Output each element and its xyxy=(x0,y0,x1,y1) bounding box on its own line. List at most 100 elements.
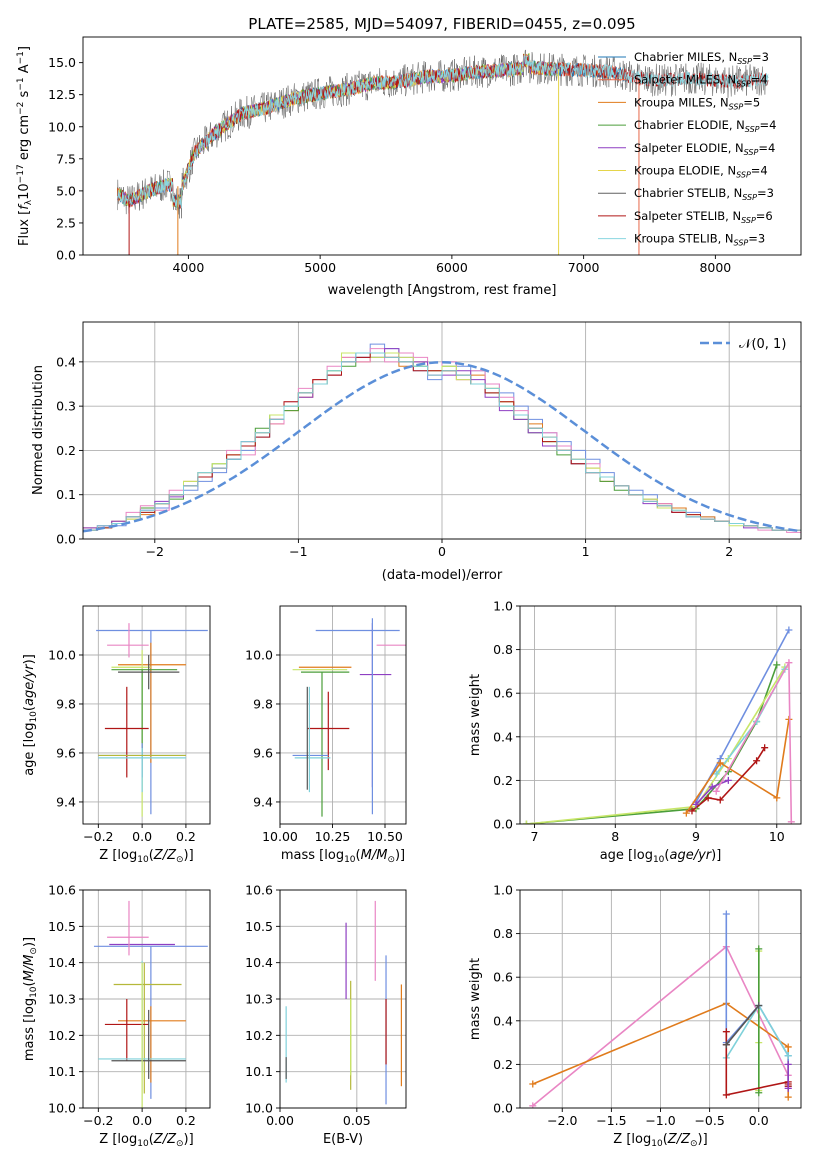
x-tick-label: 6000 xyxy=(436,260,468,275)
legend-label: Kroupa ELODIE, NSSP=4 xyxy=(634,164,768,180)
y-tick-label: 0.2 xyxy=(493,773,513,788)
legend-sub: SSP xyxy=(734,239,749,248)
weight-lines xyxy=(529,910,792,1108)
label-part: −1 xyxy=(16,77,26,90)
label-part: ( xyxy=(356,848,361,863)
x-tick-label: 0.2 xyxy=(176,829,196,844)
label-part: )] xyxy=(22,937,37,947)
y-tick-label: 10.0 xyxy=(245,647,273,662)
label-part: 10 xyxy=(137,855,149,865)
label-part: mass [ xyxy=(281,848,324,863)
x-axis-label: Z [log10(Z/Z⊙)] xyxy=(613,1132,707,1149)
x-axis-label: (data-model)/error xyxy=(382,568,503,583)
axes-frame xyxy=(519,605,802,825)
legend-label: Salpeter STELIB, NSSP=6 xyxy=(634,209,773,225)
label-part: M xyxy=(376,848,387,863)
legend-value: =6 xyxy=(756,209,773,223)
legend-text: Kroupa ELODIE, N xyxy=(634,164,736,178)
y-tick-label: 0.0 xyxy=(493,817,513,832)
x-tick-label: 5000 xyxy=(304,260,336,275)
histograms xyxy=(83,343,801,539)
y-tick-label: 12.5 xyxy=(48,87,76,102)
label-part: 10 xyxy=(29,711,39,723)
label-part: Flux [ xyxy=(17,210,32,246)
weight-marker xyxy=(755,1002,763,1010)
label-part: ⊙ xyxy=(29,947,39,955)
label-part: / xyxy=(162,848,169,863)
legend-label: Salpeter ELODIE, NSSP=4 xyxy=(634,141,775,157)
weight-marker xyxy=(722,1028,730,1036)
label-part: Z xyxy=(166,1132,177,1147)
label-part: Z [ xyxy=(613,1132,631,1147)
residuals-panel: −2 −1 0 1 2 0.0 0.1 0.2 0.3 0.4 𝒩(0, 1) (data-model… xyxy=(31,321,802,583)
weight-marker xyxy=(722,1041,730,1049)
x-tick-label: −0.5 xyxy=(694,1113,724,1128)
legend-label: 𝒩(0, 1) xyxy=(739,337,786,352)
legend-label: Chabrier ELODIE, NSSP=4 xyxy=(634,118,776,134)
y-tick-label: 9.4 xyxy=(56,794,76,809)
weight-marker xyxy=(784,1043,792,1051)
legend-sub: SSP xyxy=(737,57,752,66)
x-axis-label: mass [log10(M/M⊙)] xyxy=(281,848,405,865)
y-tick-label: 0.4 xyxy=(56,354,76,369)
weight-marker xyxy=(784,1093,792,1101)
label-part: M xyxy=(22,970,37,981)
y-tick-label: 10.1 xyxy=(48,1064,76,1079)
label-part: A xyxy=(17,64,32,77)
error-crosses xyxy=(96,623,208,817)
legend-label: Chabrier STELIB, NSSP=3 xyxy=(634,186,774,202)
label-part: ( xyxy=(663,1132,668,1147)
x-tick-label: 8 xyxy=(611,829,619,844)
massweight-vs-Z-panel: −2.0 −1.5 −1.0 −0.5 0.0 0.0 0.2 0.4 0.6 0.8 1.0 Z [… xyxy=(468,883,802,1149)
y-tick-label: 9.8 xyxy=(56,696,76,711)
weight-marker xyxy=(784,1052,792,1060)
legend-label: Kroupa MILES, NSSP=5 xyxy=(634,95,760,111)
x-tick-label: −2 xyxy=(146,544,164,559)
legend-sub: SSP xyxy=(745,125,760,134)
legend-text: Kroupa STELIB, N xyxy=(634,232,734,246)
y-axis-label: mass weight xyxy=(468,958,483,1040)
weight-marker xyxy=(784,1060,792,1068)
y-tick-label: 10.0 xyxy=(48,1101,76,1116)
label-part: M xyxy=(361,848,372,863)
label-part: −1 xyxy=(16,51,26,64)
weight-marker xyxy=(708,783,716,791)
legend-value: =4 xyxy=(758,141,775,155)
legend-text: Chabrier ELODIE, N xyxy=(634,118,745,132)
axes-frame xyxy=(279,605,407,825)
label-part: ⊙ xyxy=(176,855,184,865)
y-tick-label: 10.6 xyxy=(245,883,273,898)
y-tick-label: 10.5 xyxy=(48,919,76,934)
legend-value: =5 xyxy=(743,95,760,109)
y-tick-label: 10.2 xyxy=(48,1028,76,1043)
x-tick-label: −0.2 xyxy=(83,1113,113,1128)
y-axis-label: mass [log10(M/M⊙)] xyxy=(22,937,39,1061)
weight-marker xyxy=(785,659,793,667)
y-tick-label: 10.0 xyxy=(245,1101,273,1116)
spectrum-panel: 4000 5000 6000 7000 8000 0.0 2.5 5.0 7.5 10.0 12.5… xyxy=(16,36,802,298)
legend-sub: SSP xyxy=(741,216,756,225)
y-tick-label: 10.3 xyxy=(245,992,273,1007)
legend-sub: SSP xyxy=(736,80,751,89)
y-tick-label: 0.4 xyxy=(493,729,513,744)
weight-marker xyxy=(716,796,724,804)
x-tick-label: 10 xyxy=(769,829,785,844)
label-part: Z xyxy=(667,1132,678,1147)
weight-marker xyxy=(773,661,781,669)
x-tick-label: 0.2 xyxy=(176,1113,196,1128)
weight-line xyxy=(725,1004,760,1046)
weight-line xyxy=(685,719,790,814)
y-tick-label: 10.1 xyxy=(245,1064,273,1079)
label-part: )] xyxy=(698,1132,708,1147)
axes-frame xyxy=(82,889,211,1109)
weight-marker xyxy=(755,945,763,953)
legend-text: Chabrier STELIB, N xyxy=(634,186,742,200)
axes-frame xyxy=(519,889,802,1109)
spectrum-line xyxy=(116,54,769,209)
legend-sub: SSP xyxy=(729,102,744,111)
label-part: log xyxy=(22,723,37,743)
label-part: log xyxy=(633,848,653,863)
x-tick-label: 0.0 xyxy=(132,1113,152,1128)
legend-text: Salpeter STELIB, N xyxy=(634,209,741,223)
